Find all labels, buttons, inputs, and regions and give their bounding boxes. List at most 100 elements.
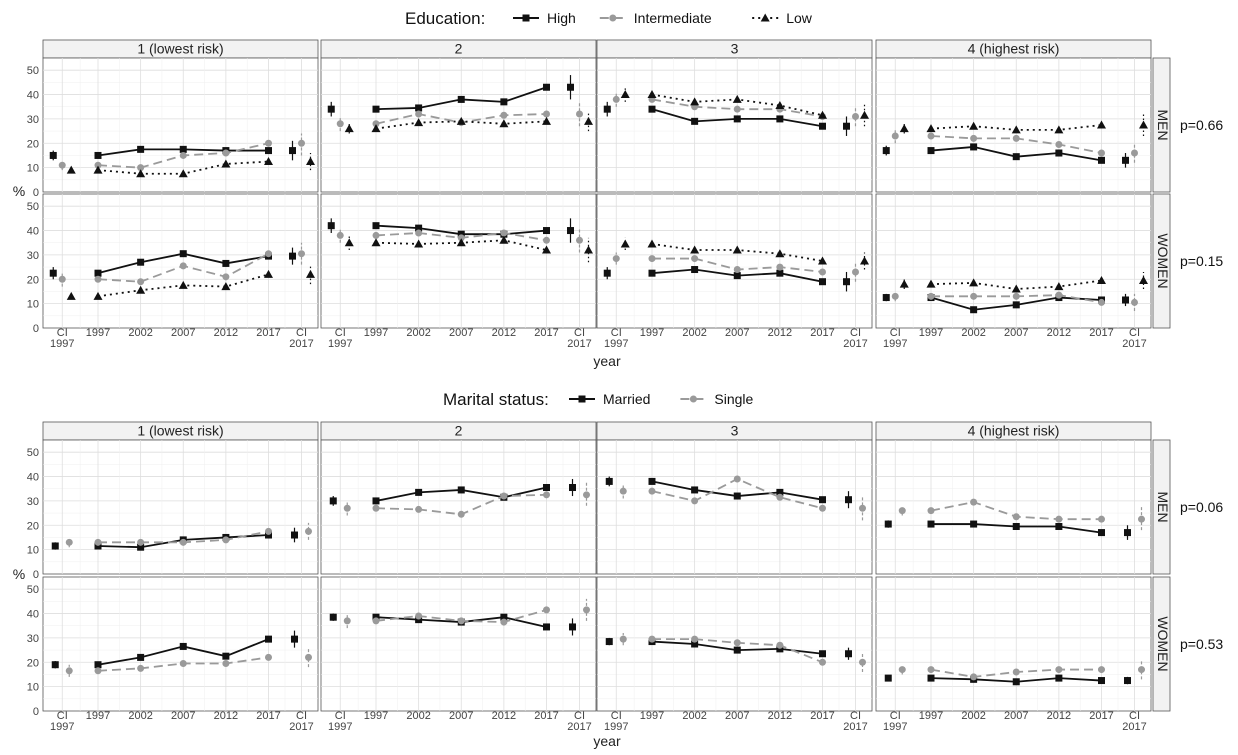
data-point: [927, 666, 935, 674]
x-tick-label: 1997: [919, 710, 943, 722]
x-tick-label: CI 2017: [1122, 327, 1146, 350]
ci-point: [898, 507, 906, 515]
data-point: [927, 507, 935, 515]
ci-point: [1139, 275, 1148, 284]
data-point: [970, 292, 978, 300]
data-point: [733, 475, 741, 483]
ci-point: [583, 491, 590, 499]
data-point: [265, 250, 272, 258]
ci-point: [336, 120, 344, 128]
legend-item-label: Intermediate: [634, 10, 712, 26]
ci-point: [306, 269, 315, 278]
p-value: p=0.66: [1180, 117, 1223, 133]
ci-point: [344, 238, 354, 247]
ci-point: [899, 124, 909, 133]
ci-point: [49, 151, 57, 159]
data-point: [690, 97, 700, 106]
data-point: [542, 116, 551, 125]
data-point: [137, 653, 145, 661]
data-point: [691, 640, 699, 648]
legend: Marital status: Married Single: [443, 390, 754, 409]
data-point: [733, 639, 741, 647]
data-point: [500, 618, 508, 626]
ci-point: [343, 504, 351, 512]
x-tick-label: 2012: [214, 710, 238, 722]
x-axis-label: year: [593, 353, 621, 369]
data-point: [457, 95, 465, 103]
data-point: [1098, 515, 1105, 523]
x-tick-label: 2007: [449, 710, 473, 722]
x-tick-label: 2002: [682, 710, 706, 722]
ci-point: [567, 227, 574, 235]
x-axis-label: year: [593, 733, 621, 749]
panel-frame: [875, 57, 1152, 193]
data-point: [733, 646, 741, 654]
y-axis-label: %: [13, 566, 25, 582]
data-point: [1012, 678, 1020, 686]
data-point: [500, 492, 508, 500]
x-tick-label: CI 1997: [328, 327, 352, 350]
data-point: [264, 269, 273, 278]
ci-point: [1138, 666, 1145, 674]
x-tick-label: CI 1997: [328, 710, 352, 733]
x-tick-label: 2007: [1004, 327, 1028, 339]
data-point: [1012, 668, 1020, 676]
legend-key-marker: [760, 13, 770, 22]
data-point: [819, 496, 826, 504]
ci-point: [1131, 298, 1138, 306]
ci-point: [291, 531, 298, 539]
ci-point: [65, 538, 73, 546]
panel-frame: [596, 193, 873, 329]
data-point: [1011, 125, 1021, 134]
p-value: p=0.15: [1180, 253, 1223, 269]
strip-column-label: 1 (lowest risk): [137, 41, 223, 57]
data-point: [222, 149, 230, 157]
y-tick-label: 10: [27, 163, 39, 175]
data-point: [136, 285, 146, 294]
data-point: [1055, 140, 1063, 148]
x-tick-label: 2017: [1089, 327, 1113, 339]
panel: [596, 439, 873, 575]
data-point: [179, 642, 187, 650]
x-tick-label: 1997: [640, 710, 664, 722]
data-point: [137, 258, 145, 266]
legend-item-label: Low: [786, 10, 813, 26]
strip-row: [1152, 193, 1171, 329]
ci-point: [843, 122, 850, 130]
ci-point: [899, 279, 909, 288]
data-point: [543, 83, 550, 91]
panel-frame: [320, 439, 597, 575]
strip-column-label: 3: [731, 41, 739, 57]
data-point: [542, 245, 551, 254]
x-tick-label: CI 2017: [289, 710, 313, 733]
ci-point: [612, 95, 620, 103]
ci-point: [329, 497, 337, 505]
data-point: [819, 650, 826, 658]
ci-point: [884, 674, 892, 682]
x-tick-label: 2007: [725, 327, 749, 339]
data-point: [927, 147, 935, 155]
data-point: [1055, 666, 1063, 674]
ci-point: [898, 666, 906, 674]
data-point: [137, 164, 145, 172]
legend-key-marker: [689, 395, 697, 403]
data-point: [1098, 677, 1105, 685]
x-tick-label: CI 1997: [50, 710, 74, 733]
x-tick-label: 2012: [214, 327, 238, 339]
x-tick-label: CI 1997: [883, 327, 907, 350]
x-tick-label: 1997: [364, 710, 388, 722]
y-tick-label: 20: [27, 657, 39, 669]
data-point: [414, 239, 424, 248]
ci-point: [620, 90, 630, 99]
data-point: [179, 262, 187, 270]
data-point: [94, 151, 102, 159]
ci-point: [583, 606, 590, 614]
data-point: [819, 122, 826, 130]
data-point: [691, 635, 699, 643]
y-tick-label: 40: [27, 609, 39, 621]
ci-point: [859, 658, 866, 666]
ci-point: [289, 252, 296, 260]
x-tick-label: 1997: [919, 327, 943, 339]
data-point: [222, 259, 230, 267]
